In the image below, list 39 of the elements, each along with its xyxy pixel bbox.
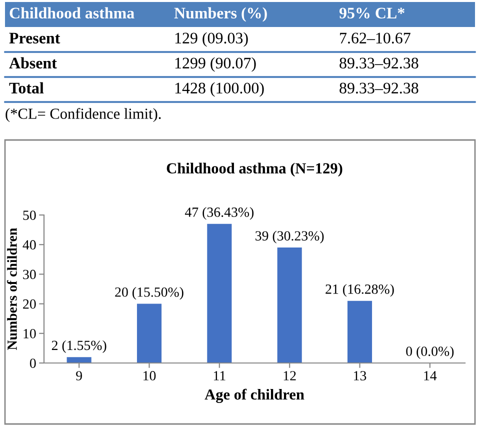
data-label: 2 (1.55%) <box>52 340 106 353</box>
y-tick-label: 0 <box>30 358 36 368</box>
chart-title: Childhood asthma (N=129) <box>166 162 342 177</box>
text: 129 (09.03) <box>175 32 248 47</box>
x-axis-title: Age of children <box>204 388 304 403</box>
x-tick-label: 12 <box>284 371 296 380</box>
data-label: 0 (0.0%) <box>406 346 454 359</box>
bar <box>136 304 162 363</box>
text: Present <box>9 32 60 44</box>
y-tick-label: 20 <box>23 299 36 309</box>
bar <box>207 224 232 363</box>
text: 1299 (90.07) <box>175 57 256 72</box>
x-tick-label: 13 <box>354 371 366 380</box>
x-tick-label: 9 <box>76 371 82 380</box>
text: Childhood asthma <box>10 7 134 18</box>
text: 1428 (100.00) <box>175 82 264 97</box>
text: (*CL= Confidence limit). <box>6 108 161 122</box>
x-tick-label: 11 <box>214 371 226 380</box>
data-label: 20 (15.50%) <box>115 287 184 300</box>
text: Numbers (%) <box>174 7 267 22</box>
y-axis-title: Numbers of children <box>6 228 17 350</box>
text: 89.33–92.38 <box>340 58 418 69</box>
bar <box>277 248 302 363</box>
text: 89.33–92.38 <box>340 82 418 94</box>
text: 95% CL* <box>339 8 404 19</box>
data-label: 47 (36.43%) <box>184 207 254 220</box>
bar <box>347 300 372 363</box>
data-label: 21 (16.28%) <box>326 284 394 297</box>
y-tick-label: 40 <box>22 240 36 250</box>
x-tick-label: 14 <box>424 371 437 380</box>
data-label: 39 (30.23%) <box>256 230 324 244</box>
text: Total <box>9 82 44 94</box>
bar <box>66 357 92 363</box>
y-tick-label: 50 <box>23 210 36 220</box>
text: 7.62–10.67 <box>340 32 410 44</box>
x-tick-label: 10 <box>144 371 156 380</box>
text: Absent <box>9 57 57 68</box>
y-tick-label: 30 <box>23 270 36 280</box>
y-tick-label: 10 <box>24 328 36 338</box>
